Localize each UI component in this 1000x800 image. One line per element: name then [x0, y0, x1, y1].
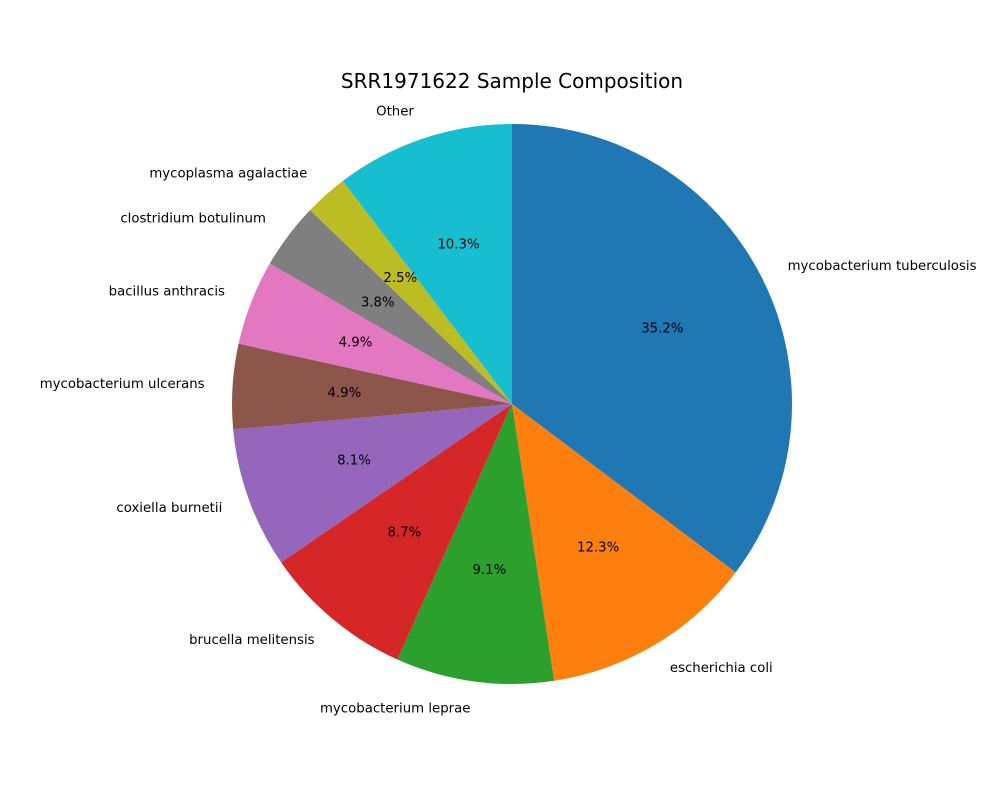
pie-slice-clostridium-botulinum [269, 210, 512, 404]
slice-percentage: 4.9% [327, 386, 361, 401]
slice-percentage: 9.1% [472, 563, 506, 578]
slice-label: mycoplasma agalactiae [149, 166, 307, 181]
slice-percentage: 8.1% [337, 454, 371, 469]
slice-label: mycobacterium leprae [320, 702, 470, 717]
pie-percentages: 35.2% 12.3% 9.1% 8.7% 8.1% 4.9% 4.9% 3.8% 2.5% 10… [327, 237, 683, 578]
pie-labels: mycobacterium tuberculosis escherichia co… [40, 105, 977, 717]
pie-slice-mycobacterium-leprae [397, 404, 555, 685]
slice-percentage: 3.8% [361, 295, 395, 310]
chart-title: SRR1971622 Sample Composition [341, 69, 683, 93]
slice-percentage: 35.2% [641, 322, 683, 337]
slice-percentage: 2.5% [383, 271, 417, 286]
slice-label: brucella melitensis [189, 633, 315, 648]
slice-percentage: 12.3% [577, 541, 619, 556]
pie-slice-coxiella-burnetii [233, 404, 513, 563]
slice-label: Other [376, 105, 414, 120]
slice-label: clostridium botulinum [120, 211, 266, 226]
pie-slice-escherichia-coli [512, 404, 736, 681]
pie-slices [232, 124, 792, 685]
slice-percentage: 10.3% [437, 237, 479, 252]
slice-label: coxiella burnetii [116, 501, 222, 516]
pie-slice-mycobacterium-ulcerans [232, 343, 512, 430]
slice-percentage: 4.9% [339, 336, 373, 351]
slice-percentage: 8.7% [387, 525, 421, 540]
pie-slice-brucella-melitensis [281, 404, 512, 660]
pie-slice-mycobacterium-tuberculosis [512, 124, 792, 573]
slice-label: bacillus anthracis [109, 285, 225, 300]
slice-label: escherichia coli [670, 661, 773, 676]
pie-slice-other [342, 124, 512, 404]
slice-label: mycobacterium ulcerans [40, 377, 205, 392]
pie-slice-bacillus-anthracis [238, 263, 512, 404]
pie-slice-mycoplasma-agalactiae [310, 180, 512, 404]
slice-label: mycobacterium tuberculosis [788, 259, 977, 274]
